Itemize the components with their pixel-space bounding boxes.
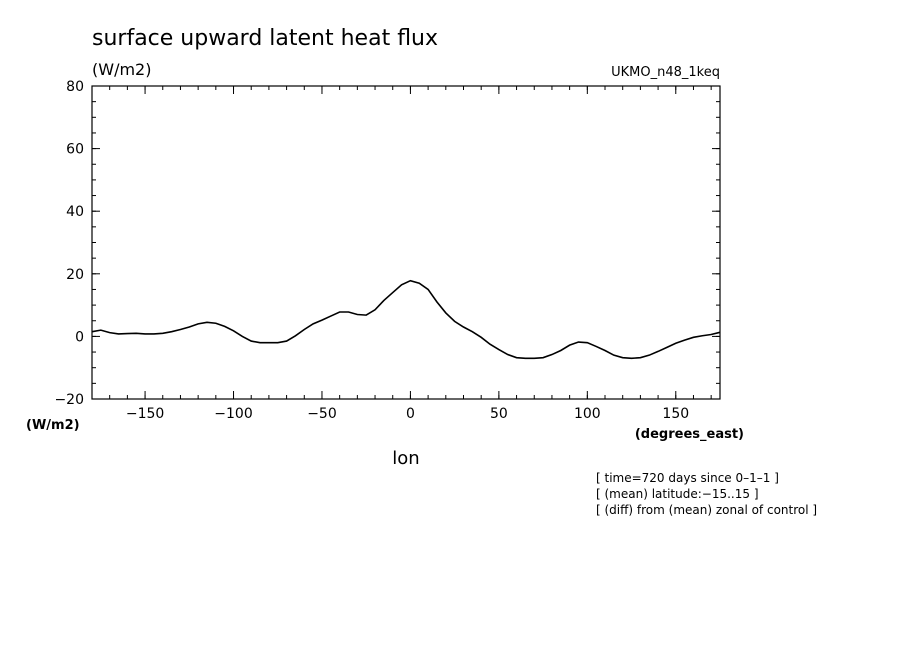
x-tick-label: −100	[214, 406, 252, 422]
x-axis-label: lon	[392, 448, 419, 469]
y-tick-label: 60	[66, 142, 84, 158]
y-tick-label: 80	[66, 79, 84, 95]
series-line	[91, 279, 721, 360]
axis-ticks	[92, 85, 720, 400]
note-time: [ time=720 days since 0–1–1 ]	[596, 471, 779, 485]
x-tick-label: 150	[662, 406, 689, 422]
x-units-label: (degrees_east)	[635, 427, 744, 442]
y-tick-label: 40	[66, 204, 84, 220]
x-tick-labels: −150 −100 −50 0 50 100 150	[126, 406, 689, 422]
y-tick-label: 20	[66, 267, 84, 283]
note-diff: [ (diff) from (mean) zonal of control ]	[596, 503, 817, 517]
y-units-label: (W/m2)	[26, 418, 80, 433]
x-tick-label: −150	[126, 406, 164, 422]
chart-title: surface upward latent heat flux	[92, 26, 438, 51]
y-tick-label: −20	[54, 392, 84, 408]
x-tick-label: −50	[307, 406, 337, 422]
dataset-label: UKMO_n48_1keq	[611, 65, 720, 80]
x-tick-label: 50	[490, 406, 508, 422]
note-latitude: [ (mean) latitude:−15..15 ]	[596, 487, 759, 501]
y-tick-label: 0	[75, 329, 84, 345]
plot-frame	[91, 85, 721, 400]
y-tick-labels: −20 0 20 40 60 80	[54, 79, 84, 408]
x-tick-label: 0	[406, 406, 415, 422]
units-label: (W/m2)	[92, 60, 151, 79]
x-tick-label: 100	[574, 406, 601, 422]
